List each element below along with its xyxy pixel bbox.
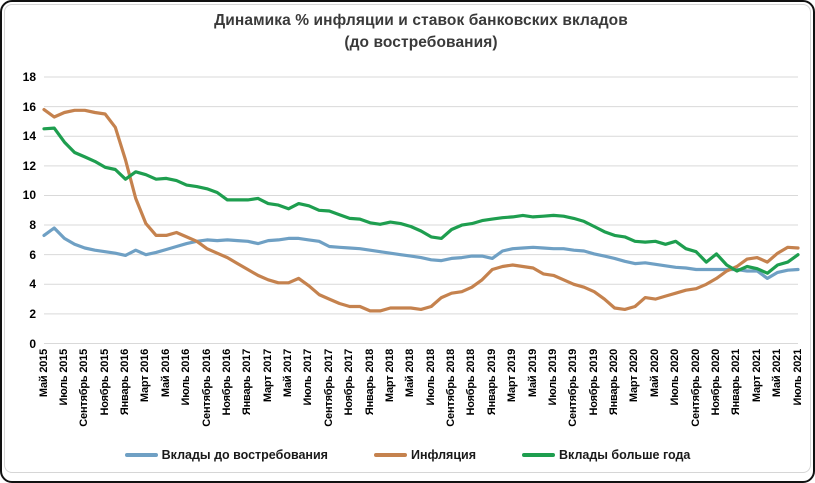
x-tick-label: Январь 2016 — [119, 349, 131, 416]
x-tick-label: Июль 2016 — [180, 349, 193, 406]
y-tick-label: 14 — [22, 129, 36, 144]
x-tick-label: Июль 2015 — [57, 349, 70, 406]
x-tick-label: Сентябрь 2017 — [322, 349, 335, 427]
x-tick-label: Май 2016 — [159, 349, 172, 398]
x-tick-label: Сентябрь 2019 — [567, 349, 580, 427]
legend-item: Инфляция — [373, 448, 477, 462]
legend-line-icon — [124, 453, 158, 457]
x-tick-label: Июль 2020 — [669, 349, 682, 406]
y-tick-label: 18 — [22, 70, 36, 84]
y-tick-label: 8 — [29, 218, 36, 233]
legend: Вклады до востребования Инфляция Вклады бо… — [2, 448, 813, 462]
x-tick-label: Ноябрь 2020 — [709, 349, 722, 416]
x-tick-label: Май 2020 — [648, 349, 661, 398]
y-tick-label: 2 — [29, 306, 36, 321]
x-tick-label: Ноябрь 2016 — [220, 349, 233, 416]
x-tick-label: Январь 2018 — [363, 349, 376, 416]
legend-item: Вклады больше года — [522, 448, 690, 462]
y-tick-label: 6 — [29, 247, 36, 262]
y-tick-label: 4 — [29, 277, 36, 292]
x-tick-label: Июль 2018 — [424, 349, 437, 406]
y-tick-label: 16 — [22, 99, 36, 114]
x-tick-label: Март 2018 — [383, 349, 396, 403]
chart-title-line1: Динамика % инфляции и ставок банковских … — [214, 12, 628, 29]
x-tick-label: Ноябрь 2015 — [98, 349, 111, 416]
x-tick-label: Июль 2019 — [546, 349, 559, 406]
legend-line-icon — [373, 453, 407, 457]
x-tick-label: Май 2018 — [404, 349, 417, 398]
legend-label: Вклады больше года — [559, 448, 691, 462]
y-tick-label: 10 — [22, 188, 36, 203]
x-tick-label: Март 2019 — [506, 349, 519, 403]
x-tick-label: Ноябрь 2018 — [465, 349, 478, 416]
x-tick-label: Май 2015 — [37, 349, 50, 398]
chart-inner-border — [4, 4, 811, 473]
x-tick-label: Май 2019 — [526, 349, 539, 398]
x-tick-label: Март 2021 — [750, 349, 763, 403]
x-tick-label: Сентябрь 2020 — [689, 349, 702, 427]
x-tick-label: Сентябрь 2018 — [445, 349, 458, 427]
x-tick-label: Сентябрь 2015 — [78, 349, 91, 427]
legend-label: Вклады до востребования — [161, 448, 328, 462]
legend-line-icon — [522, 453, 556, 457]
legend-label: Инфляция — [410, 448, 477, 462]
series-line-Вклады до востребования — [42, 226, 800, 280]
x-tick-label: Июль 2017 — [302, 349, 315, 406]
x-tick-label: Январь 2017 — [241, 349, 254, 416]
x-tick-label: Июль 2021 — [791, 349, 804, 406]
y-tick-label: 12 — [22, 158, 36, 173]
legend-item: Вклады до востребования — [124, 448, 328, 462]
x-tick-label: Январь 2020 — [608, 349, 621, 416]
x-tick-label: Март 2020 — [628, 349, 641, 403]
y-tick-label: 0 — [29, 336, 36, 351]
chart-title-line2: (до востребования) — [344, 34, 498, 51]
x-tick-label: Январь 2021 — [730, 349, 743, 416]
series-line-Вклады больше года — [42, 126, 800, 275]
x-tick-label: Ноябрь 2017 — [343, 349, 356, 416]
series-line-Инфляция — [42, 107, 800, 313]
chart-title: Динамика % инфляции и ставок банковских … — [44, 10, 798, 54]
x-tick-label: Май 2017 — [282, 349, 295, 398]
x-tick-label: Январь 2019 — [485, 349, 498, 416]
x-tick-label: Март 2016 — [139, 349, 152, 403]
x-tick-label: Март 2017 — [261, 349, 274, 403]
x-tick-label: Май 2021 — [771, 349, 784, 398]
x-tick-label: Сентябрь 2016 — [200, 349, 213, 427]
x-tick-label: Ноябрь 2019 — [587, 349, 600, 416]
